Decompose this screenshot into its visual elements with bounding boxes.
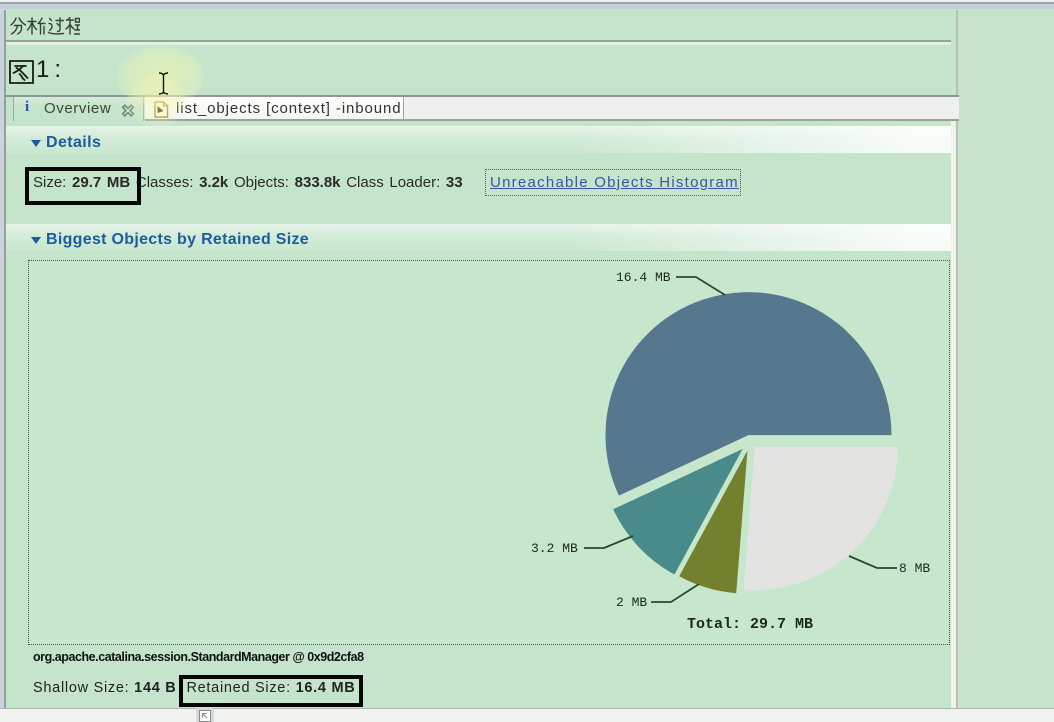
svg-text:3.2 MB: 3.2 MB	[531, 541, 578, 556]
svg-text:16.4 MB: 16.4 MB	[616, 270, 671, 285]
svg-text:2 MB: 2 MB	[616, 595, 647, 610]
svg-text:Total: 29.7 MB: Total: 29.7 MB	[687, 616, 813, 633]
svg-text:8 MB: 8 MB	[899, 561, 930, 576]
